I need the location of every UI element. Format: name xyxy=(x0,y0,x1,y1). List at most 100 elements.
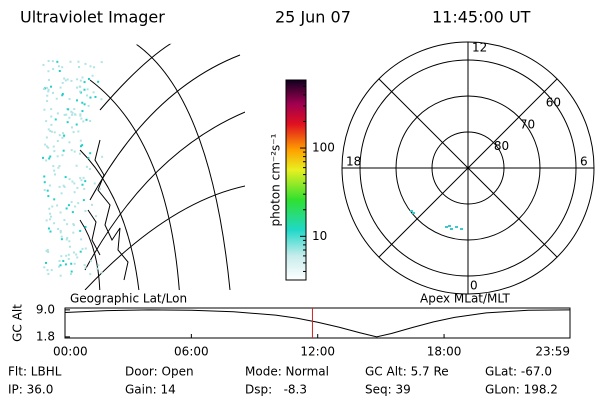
emission-dot xyxy=(65,113,68,116)
emission-dot xyxy=(70,270,73,273)
emission-dot xyxy=(56,155,59,158)
info-field: Seq: 39 xyxy=(365,383,411,397)
emission-dot xyxy=(89,273,92,276)
image-panel xyxy=(42,43,245,290)
emission-dot xyxy=(80,179,83,182)
emission-dot xyxy=(73,262,76,265)
emission-dot xyxy=(84,225,87,228)
emission-dot xyxy=(94,215,97,218)
emission-dot xyxy=(58,69,61,72)
emission-dot xyxy=(58,185,61,188)
emission-dot xyxy=(61,94,64,97)
emission-dot xyxy=(77,60,80,63)
x-tick-label: 18:00 xyxy=(427,345,462,359)
emission-dot xyxy=(75,164,78,167)
emission-dot xyxy=(76,256,79,259)
polar-label: Apex MLat/MLT xyxy=(420,292,510,306)
emission-dot xyxy=(79,177,82,180)
emission-dot xyxy=(61,136,64,139)
emission-dot xyxy=(72,223,75,226)
emission-dot xyxy=(59,264,62,267)
emission-dot xyxy=(79,85,82,88)
emission-dot xyxy=(44,143,47,146)
emission-dot xyxy=(58,165,61,168)
emission-dot xyxy=(75,123,78,126)
emission-dot xyxy=(45,250,48,253)
emission-dot xyxy=(47,90,50,93)
emission-dot xyxy=(54,118,57,121)
emission-dot xyxy=(70,262,73,265)
emission-dot xyxy=(91,74,94,77)
emission-dot xyxy=(460,228,463,230)
emission-dot xyxy=(85,118,88,121)
emission-dot xyxy=(53,169,56,172)
emission-dot xyxy=(68,178,71,181)
emission-dot xyxy=(59,231,62,234)
emission-dot xyxy=(70,110,73,113)
emission-dot xyxy=(43,175,46,178)
x-tick-label: 00:00 xyxy=(53,345,88,359)
emission-dot xyxy=(45,86,48,89)
emission-dot xyxy=(89,96,92,99)
emission-dot xyxy=(74,113,77,116)
info-field: GLat: -67.0 xyxy=(485,365,552,379)
emission-dot xyxy=(88,167,91,170)
emission-dot xyxy=(50,269,53,272)
emission-dot xyxy=(48,218,51,221)
emission-dot xyxy=(50,115,53,118)
emission-dot xyxy=(73,150,76,153)
emission-dot xyxy=(60,255,63,258)
emission-dot xyxy=(89,152,92,155)
emission-dot xyxy=(46,249,49,252)
emission-dot xyxy=(98,188,101,191)
emission-dot xyxy=(46,145,49,148)
emission-dot xyxy=(93,182,96,185)
emission-dot xyxy=(48,207,51,210)
emission-dot xyxy=(47,272,50,275)
emission-dot xyxy=(64,263,67,266)
emission-dot xyxy=(43,266,46,269)
emission-dot xyxy=(85,94,88,97)
emission-dot xyxy=(450,228,453,230)
y-tick-label: 9.0 xyxy=(36,302,55,316)
emission-dot xyxy=(81,76,84,79)
emission-dot xyxy=(54,173,57,176)
colorbar-tick-label: 10 xyxy=(312,229,327,243)
emission-dot xyxy=(47,88,50,91)
emission-dot xyxy=(84,266,87,269)
emission-dot xyxy=(89,260,92,263)
emission-dot xyxy=(86,88,89,91)
emission-dot xyxy=(68,97,71,100)
emission-dot xyxy=(82,176,85,179)
emission-dot xyxy=(48,184,51,187)
emission-dot xyxy=(87,157,90,160)
emission-dot xyxy=(42,156,45,159)
y-axis-label: GC Alt xyxy=(11,304,25,342)
emission-dot xyxy=(68,141,71,144)
emission-dot xyxy=(67,257,70,260)
emission-dot xyxy=(63,219,66,222)
emission-dot xyxy=(56,139,59,142)
emission-dot xyxy=(70,79,73,82)
emission-dot xyxy=(448,225,451,227)
emission-dot xyxy=(57,166,60,169)
x-tick-label: 06:00 xyxy=(174,345,209,359)
emission-dot xyxy=(43,181,46,184)
emission-dot xyxy=(53,131,56,134)
emission-dot xyxy=(47,227,50,230)
emission-dot xyxy=(71,211,74,214)
emission-dot xyxy=(47,195,50,198)
emission-dot xyxy=(81,183,84,186)
info-field: Flt: LBHL xyxy=(8,365,62,379)
emission-dot xyxy=(80,117,83,120)
emission-dot xyxy=(101,155,104,158)
emission-dot xyxy=(58,134,61,137)
emission-dot xyxy=(59,211,62,214)
date: 25 Jun 07 xyxy=(275,8,351,27)
info-field: Door: Open xyxy=(125,365,194,379)
emission-dot xyxy=(83,103,86,106)
emission-dot xyxy=(72,231,75,234)
emission-dot xyxy=(61,66,64,69)
emission-dot xyxy=(53,198,56,201)
emission-dot xyxy=(62,184,65,187)
